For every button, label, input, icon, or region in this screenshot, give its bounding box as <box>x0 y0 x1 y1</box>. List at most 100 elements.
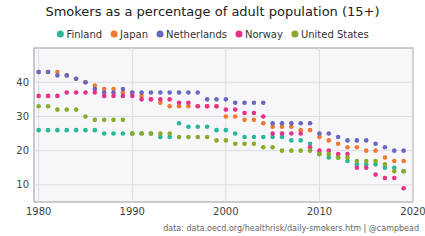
point <box>224 97 229 102</box>
point <box>195 104 200 109</box>
point <box>93 118 98 123</box>
point <box>298 121 303 126</box>
point <box>270 145 275 150</box>
point <box>233 142 238 147</box>
point <box>195 124 200 129</box>
chart: Smokers as a percentage of adult populat… <box>0 0 425 236</box>
point <box>83 114 88 119</box>
x-tick-label: 2020 <box>400 206 425 217</box>
point <box>139 131 144 136</box>
point <box>317 131 322 136</box>
point <box>83 80 88 85</box>
legend: FinlandJapanNetherlandsNorwayUnited Stat… <box>57 29 369 40</box>
point <box>364 159 369 164</box>
point <box>102 118 107 123</box>
y-tick-label: 20 <box>16 145 29 156</box>
series <box>36 70 406 153</box>
point <box>149 131 154 136</box>
point <box>74 77 79 82</box>
y-tick-label: 10 <box>16 179 29 190</box>
title: Smokers as a percentage of adult populat… <box>45 4 379 19</box>
point <box>336 155 341 160</box>
point <box>214 97 219 102</box>
point <box>252 111 257 116</box>
point <box>345 138 350 143</box>
point <box>158 131 163 136</box>
point <box>214 104 219 109</box>
point <box>383 176 388 181</box>
point <box>289 138 294 143</box>
point <box>36 128 41 133</box>
point <box>149 97 154 102</box>
point <box>36 70 41 75</box>
point <box>392 176 397 181</box>
point <box>36 94 41 99</box>
point <box>308 121 313 126</box>
point <box>102 131 107 136</box>
point <box>289 121 294 126</box>
point <box>280 121 285 126</box>
point <box>111 94 116 99</box>
point <box>121 87 126 92</box>
point <box>355 165 360 170</box>
grid-line <box>34 116 413 117</box>
point <box>289 148 294 153</box>
point <box>83 80 88 85</box>
grid <box>34 48 413 202</box>
point <box>336 142 341 147</box>
point <box>46 128 51 133</box>
point <box>186 100 191 105</box>
point <box>93 128 98 133</box>
point <box>345 155 350 160</box>
legend-label: Norway <box>245 29 283 40</box>
point <box>186 90 191 95</box>
point <box>139 90 144 95</box>
point <box>373 142 378 147</box>
points <box>36 70 406 191</box>
grid-line <box>34 184 413 185</box>
point <box>186 135 191 140</box>
point <box>383 162 388 167</box>
point <box>355 138 360 143</box>
point <box>224 107 229 112</box>
point <box>298 148 303 153</box>
legend-marker <box>157 31 164 38</box>
point <box>55 128 60 133</box>
point <box>383 145 388 150</box>
series <box>36 121 406 174</box>
grid-line <box>225 48 226 202</box>
point <box>252 118 257 123</box>
point <box>261 100 266 105</box>
point <box>167 104 172 109</box>
point <box>139 97 144 102</box>
legend-marker <box>235 31 242 38</box>
legend-marker <box>57 31 64 38</box>
y-tick-label: 40 <box>16 77 29 88</box>
point <box>205 104 210 109</box>
point <box>280 148 285 153</box>
point <box>326 152 331 157</box>
point <box>233 100 238 105</box>
point <box>224 128 229 133</box>
point <box>242 118 247 123</box>
point <box>280 131 285 136</box>
grid-line <box>413 48 414 202</box>
point <box>149 131 154 136</box>
legend-label: Japan <box>119 29 148 40</box>
grid-line <box>319 48 320 202</box>
legend-marker <box>111 31 118 38</box>
point <box>317 152 322 157</box>
x-tick-label: 2000 <box>213 206 238 217</box>
point <box>46 104 51 109</box>
point <box>214 104 219 109</box>
point <box>205 104 210 109</box>
legend-item: Japan <box>111 29 148 40</box>
point <box>401 186 406 191</box>
legend-item: Netherlands <box>157 29 227 40</box>
point <box>261 135 266 140</box>
legend-item: Finland <box>57 29 102 40</box>
point <box>36 70 41 75</box>
point <box>130 131 135 136</box>
point <box>130 131 135 136</box>
point <box>74 77 79 82</box>
